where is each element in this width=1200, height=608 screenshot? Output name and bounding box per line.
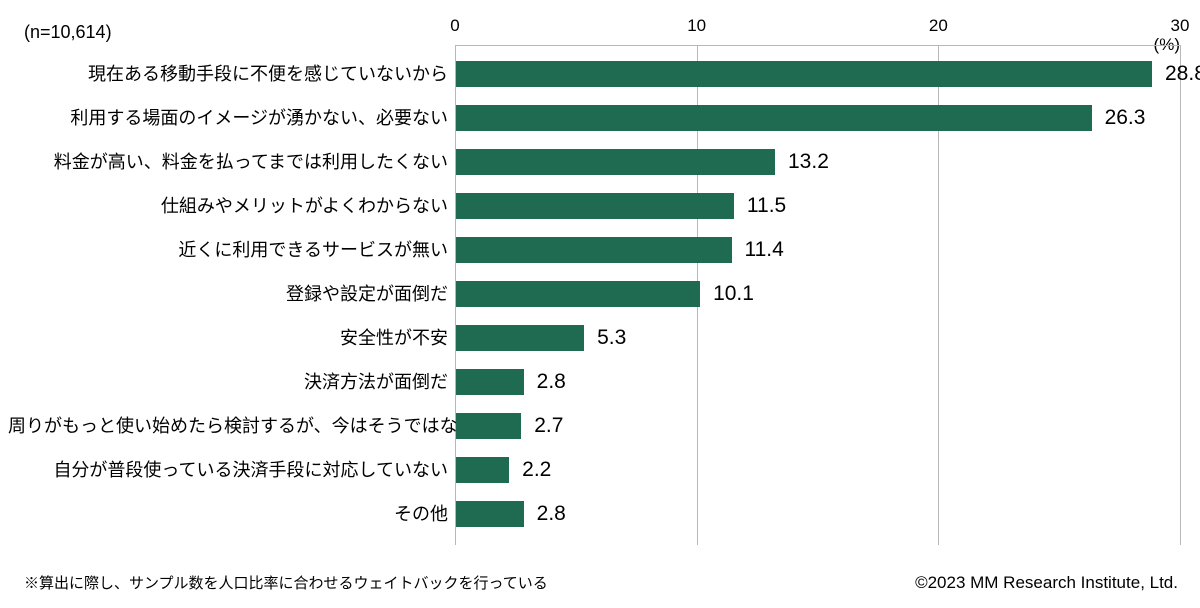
bar-row: 仕組みやメリットがよくわからない 11.5	[0, 192, 1200, 220]
bar-value-label: 11.5	[747, 192, 786, 220]
bar-value-label: 28.8	[1165, 60, 1200, 88]
category-label: 周りがもっと使い始めたら検討するが、今はそうではない	[8, 412, 448, 440]
bar-row: 現在ある移動手段に不便を感じていないから 28.8	[0, 60, 1200, 88]
chart-copyright: ©2023 MM Research Institute, Ltd.	[915, 573, 1178, 593]
x-axis-tick: 30	[1171, 16, 1190, 36]
bar-row: 決済方法が面倒だ 2.8	[0, 368, 1200, 396]
sample-size-label: (n=10,614)	[24, 22, 112, 43]
horizontal-bar-chart: (n=10,614) (%) 0102030 現在ある移動手段に不便を感じていな…	[0, 0, 1200, 608]
bar-value-label: 2.8	[537, 368, 566, 396]
bar	[456, 193, 734, 219]
bar	[456, 369, 524, 395]
bar-row: その他 2.8	[0, 500, 1200, 528]
bar	[456, 237, 732, 263]
bar-row: 自分が普段使っている決済手段に対応していない 2.2	[0, 456, 1200, 484]
category-label: 自分が普段使っている決済手段に対応していない	[8, 456, 448, 484]
category-label: 現在ある移動手段に不便を感じていないから	[8, 60, 448, 88]
bar-value-label: 5.3	[597, 324, 626, 352]
bar-value-label: 2.7	[534, 412, 563, 440]
bar	[456, 457, 509, 483]
bar	[456, 325, 584, 351]
category-label: 安全性が不安	[8, 324, 448, 352]
bar-value-label: 13.2	[788, 148, 829, 176]
bar-row: 近くに利用できるサービスが無い 11.4	[0, 236, 1200, 264]
category-label: 決済方法が面倒だ	[8, 368, 448, 396]
bar-row: 料金が高い、料金を払ってまでは利用したくない 13.2	[0, 148, 1200, 176]
category-label: 近くに利用できるサービスが無い	[8, 236, 448, 264]
bar	[456, 413, 521, 439]
bar-row: 利用する場面のイメージが湧かない、必要ない 26.3	[0, 104, 1200, 132]
bar-row: 登録や設定が面倒だ 10.1	[0, 280, 1200, 308]
bar-value-label: 10.1	[713, 280, 754, 308]
bar-value-label: 11.4	[745, 236, 784, 264]
category-label: 登録や設定が面倒だ	[8, 280, 448, 308]
category-label: 料金が高い、料金を払ってまでは利用したくない	[8, 148, 448, 176]
bar	[456, 105, 1092, 131]
x-axis-tick: 0	[450, 16, 459, 36]
bar-value-label: 2.8	[537, 500, 566, 528]
x-axis-tick: 10	[687, 16, 706, 36]
bar-value-label: 26.3	[1105, 104, 1146, 132]
category-label: 仕組みやメリットがよくわからない	[8, 192, 448, 220]
bar	[456, 149, 775, 175]
chart-footnote: ※算出に際し、サンプル数を人口比率に合わせるウェイトバックを行っている	[24, 572, 548, 593]
category-label: 利用する場面のイメージが湧かない、必要ない	[8, 104, 448, 132]
x-axis-tick: 20	[929, 16, 948, 36]
bar	[456, 61, 1152, 87]
category-label: その他	[8, 500, 448, 528]
bar	[456, 281, 700, 307]
bar-value-label: 2.2	[522, 456, 551, 484]
bar-row: 安全性が不安 5.3	[0, 324, 1200, 352]
plot-top-border	[455, 45, 1180, 46]
bar-row: 周りがもっと使い始めたら検討するが、今はそうではない 2.7	[0, 412, 1200, 440]
bar	[456, 501, 524, 527]
